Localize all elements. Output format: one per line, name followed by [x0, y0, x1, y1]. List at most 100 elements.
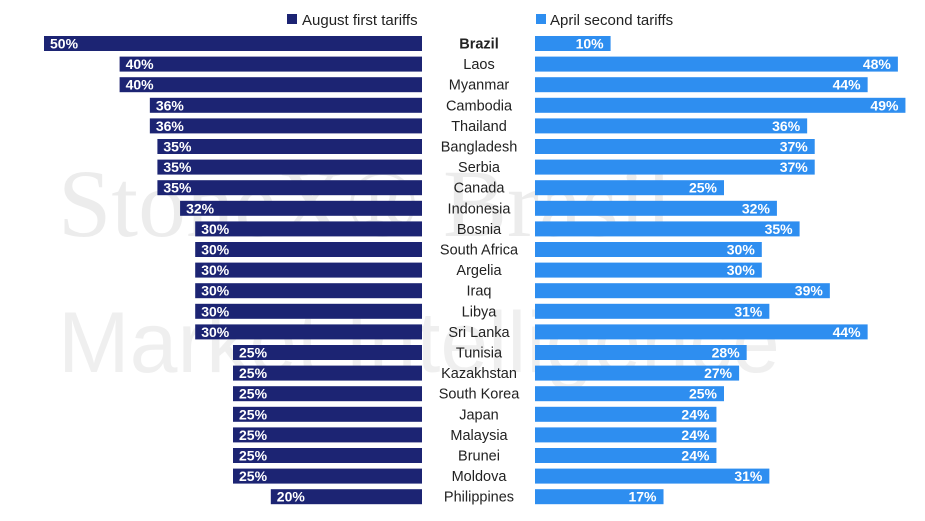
- label-august-serbia: 35%: [163, 159, 192, 175]
- category-brazil: Brazil: [459, 37, 499, 53]
- category-philippines: Philippines: [444, 490, 514, 506]
- label-april-south-africa: 30%: [727, 242, 756, 258]
- label-april-philippines: 17%: [628, 489, 657, 505]
- bar-august-tunisia: [233, 345, 422, 360]
- bar-august-sri-lanka: [195, 324, 422, 340]
- bar-april-canada: [535, 180, 724, 196]
- label-april-thailand: 36%: [772, 118, 801, 134]
- label-august-thailand: 36%: [156, 118, 185, 134]
- category-serbia: Serbia: [458, 160, 501, 176]
- category-thailand: Thailand: [451, 119, 507, 135]
- category-brunei: Brunei: [458, 449, 500, 465]
- bar-august-canada: [157, 180, 422, 196]
- category-iraq: Iraq: [467, 284, 492, 300]
- bar-august-myanmar: [119, 77, 422, 93]
- label-april-south-korea: 25%: [689, 386, 718, 402]
- category-tunisia: Tunisia: [456, 346, 503, 362]
- bar-august-south-korea: [233, 386, 422, 402]
- label-august-cambodia: 36%: [156, 97, 185, 113]
- bar-august-kazakhstan: [233, 365, 422, 381]
- label-april-serbia: 37%: [780, 159, 809, 175]
- label-august-japan: 25%: [239, 406, 268, 422]
- label-august-myanmar: 40%: [126, 77, 155, 93]
- bar-august-indonesia: [180, 200, 422, 216]
- label-april-cambodia: 49%: [870, 97, 899, 113]
- category-south-africa: South Africa: [440, 243, 519, 259]
- label-april-kazakhstan: 27%: [704, 365, 733, 381]
- bar-april-kazakhstan: [535, 365, 740, 381]
- bar-august-brazil: [44, 36, 422, 51]
- bar-april-libya: [535, 303, 770, 319]
- bar-august-serbia: [157, 159, 422, 175]
- category-myanmar: Myanmar: [449, 78, 510, 94]
- bar-april-tunisia: [535, 345, 747, 360]
- bar-april-laos: [535, 56, 898, 72]
- bar-april-brunei: [535, 448, 717, 463]
- bar-august-malaysia: [233, 427, 422, 443]
- label-august-moldova: 25%: [239, 468, 268, 484]
- label-april-argelia: 30%: [727, 262, 756, 278]
- bar-august-moldova: [233, 468, 422, 484]
- bar-august-argelia: [195, 262, 422, 278]
- label-august-bangladesh: 35%: [163, 139, 192, 155]
- bar-august-bosnia: [195, 221, 422, 237]
- label-august-malaysia: 25%: [239, 427, 268, 443]
- label-august-brazil: 50%: [50, 36, 79, 52]
- label-august-brunei: 25%: [239, 448, 268, 464]
- category-cambodia: Cambodia: [446, 98, 513, 114]
- category-bosnia: Bosnia: [457, 222, 502, 238]
- bar-april-bosnia: [535, 221, 800, 237]
- label-august-indonesia: 32%: [186, 200, 215, 216]
- bar-august-cambodia: [149, 97, 422, 113]
- bar-august-libya: [195, 303, 422, 319]
- label-august-tunisia: 25%: [239, 345, 268, 361]
- bar-august-thailand: [149, 118, 422, 134]
- bar-april-serbia: [535, 159, 815, 175]
- bar-april-brazil: [535, 36, 611, 51]
- bar-august-south-africa: [195, 242, 422, 257]
- category-indonesia: Indonesia: [448, 201, 512, 217]
- label-april-japan: 24%: [681, 406, 710, 422]
- bar-april-moldova: [535, 468, 770, 484]
- label-april-bangladesh: 37%: [780, 139, 809, 155]
- bar-august-iraq: [195, 283, 422, 299]
- label-april-tunisia: 28%: [712, 345, 741, 361]
- legend: August first tariffs April second tariff…: [287, 12, 673, 29]
- bar-april-malaysia: [535, 427, 717, 443]
- bar-april-thailand: [535, 118, 808, 134]
- label-april-moldova: 31%: [734, 468, 763, 484]
- category-argelia: Argelia: [456, 263, 502, 279]
- label-april-sri-lanka: 44%: [833, 324, 862, 340]
- label-august-kazakhstan: 25%: [239, 365, 268, 381]
- label-august-bosnia: 30%: [201, 221, 230, 237]
- label-april-malaysia: 24%: [681, 427, 710, 443]
- category-moldova: Moldova: [452, 469, 508, 485]
- category-laos: Laos: [463, 57, 494, 73]
- label-april-canada: 25%: [689, 180, 718, 196]
- bar-april-south-africa: [535, 242, 762, 257]
- label-august-south-africa: 30%: [201, 242, 230, 258]
- category-libya: Libya: [462, 304, 498, 320]
- category-japan: Japan: [459, 407, 499, 423]
- label-april-bosnia: 35%: [765, 221, 794, 237]
- bar-april-philippines: [535, 489, 664, 505]
- legend-label-april: April second tariffs: [550, 12, 673, 29]
- label-august-south-korea: 25%: [239, 386, 268, 402]
- category-bangladesh: Bangladesh: [441, 140, 518, 156]
- bar-april-japan: [535, 406, 717, 422]
- bar-april-iraq: [535, 283, 830, 299]
- label-august-laos: 40%: [126, 56, 155, 72]
- bar-april-bangladesh: [535, 139, 815, 154]
- legend-swatch-april: [536, 14, 546, 24]
- bar-april-cambodia: [535, 97, 906, 113]
- label-august-iraq: 30%: [201, 283, 230, 299]
- bar-august-laos: [119, 56, 422, 72]
- bar-august-japan: [233, 406, 422, 422]
- bars-group: 50% 10% Brazil 40% 48% Laos 40% 44% Myanmar 36% 49…: [44, 36, 906, 506]
- label-august-canada: 35%: [163, 180, 192, 196]
- category-south-korea: South Korea: [439, 387, 521, 403]
- label-april-laos: 48%: [863, 56, 892, 72]
- bar-april-myanmar: [535, 77, 868, 93]
